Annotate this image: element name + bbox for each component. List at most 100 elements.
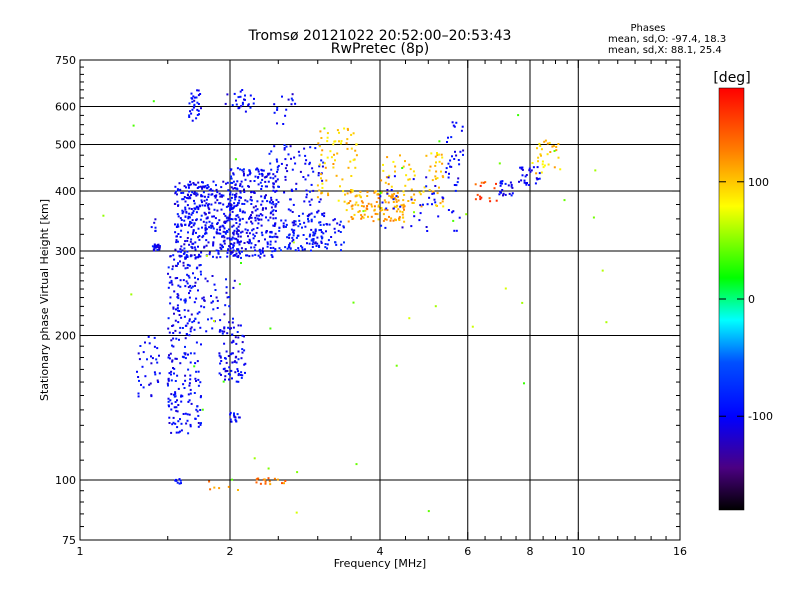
data-point — [237, 358, 240, 361]
data-point — [224, 231, 227, 234]
data-point — [388, 215, 390, 218]
data-point — [141, 365, 144, 368]
data-point — [192, 231, 195, 234]
data-point — [194, 317, 197, 320]
data-point — [241, 185, 244, 188]
data-point — [227, 217, 230, 220]
data-point — [438, 153, 440, 156]
data-point — [200, 214, 203, 217]
data-point — [426, 203, 429, 206]
data-point — [336, 152, 339, 155]
data-point — [219, 356, 222, 359]
data-point — [267, 172, 270, 175]
data-point — [326, 136, 329, 139]
data-point — [182, 198, 185, 201]
data-point — [563, 199, 566, 202]
data-point — [150, 355, 152, 358]
data-point — [181, 209, 184, 212]
data-point — [180, 400, 183, 403]
data-point — [206, 187, 209, 190]
data-point — [294, 220, 297, 223]
data-point — [362, 210, 365, 213]
data-point — [189, 392, 192, 395]
data-point — [176, 410, 179, 413]
data-point — [413, 211, 415, 214]
data-point — [138, 379, 140, 382]
data-point — [370, 215, 373, 218]
data-point — [245, 221, 248, 224]
data-point — [243, 363, 246, 366]
data-point — [218, 219, 221, 222]
data-point — [241, 334, 244, 337]
data-point — [261, 172, 263, 175]
data-point — [216, 221, 219, 224]
data-point — [232, 206, 235, 209]
data-point — [193, 222, 196, 225]
data-point — [519, 166, 522, 169]
data-point — [190, 313, 193, 316]
data-point — [177, 189, 180, 192]
data-point — [182, 356, 185, 359]
data-point — [202, 191, 205, 194]
data-point — [189, 352, 192, 355]
data-point — [259, 181, 262, 184]
data-point — [260, 195, 263, 198]
data-point — [318, 245, 321, 248]
data-point — [181, 198, 184, 201]
data-point — [199, 93, 202, 95]
data-point — [187, 274, 190, 277]
data-point — [205, 198, 208, 201]
data-point — [184, 337, 187, 340]
data-point — [259, 250, 262, 253]
data-point — [280, 219, 283, 222]
data-point — [183, 299, 186, 302]
data-point — [132, 124, 135, 127]
data-point — [237, 374, 240, 377]
data-point — [226, 230, 228, 232]
data-point — [265, 230, 268, 233]
data-point — [243, 188, 245, 191]
data-point — [321, 236, 324, 239]
data-point — [247, 242, 250, 245]
data-point — [199, 423, 202, 426]
data-point — [216, 209, 219, 212]
data-point — [170, 339, 173, 342]
data-point — [547, 163, 550, 166]
data-point — [184, 223, 187, 226]
data-point — [280, 249, 282, 252]
data-point — [537, 156, 540, 159]
data-point — [253, 97, 255, 100]
data-point — [205, 244, 208, 247]
data-point — [187, 393, 190, 396]
data-point — [215, 249, 218, 252]
data-point — [257, 170, 260, 173]
data-point — [167, 317, 170, 320]
data-point — [228, 321, 231, 324]
colorbar-tick-label: 0 — [748, 293, 755, 306]
data-point — [334, 231, 337, 234]
data-point — [153, 336, 156, 339]
data-point — [426, 230, 429, 232]
data-point — [335, 174, 338, 177]
data-point — [244, 228, 247, 231]
stats-title: Phases — [630, 23, 665, 34]
data-point — [292, 241, 295, 244]
data-point — [245, 254, 247, 257]
data-point — [386, 189, 389, 191]
data-point — [200, 107, 202, 110]
data-point — [452, 124, 455, 127]
data-point — [216, 299, 219, 302]
data-point — [543, 140, 546, 143]
data-point — [172, 337, 175, 340]
data-point — [241, 230, 244, 233]
data-point — [243, 242, 246, 244]
data-point — [180, 192, 183, 194]
data-point — [208, 208, 211, 211]
data-point — [237, 324, 240, 327]
data-point — [592, 216, 595, 219]
data-point — [373, 205, 376, 208]
data-point — [538, 142, 541, 145]
data-point — [265, 207, 267, 210]
chart-subtitle: RwPretec (8p) — [331, 41, 429, 57]
data-point — [181, 327, 184, 329]
